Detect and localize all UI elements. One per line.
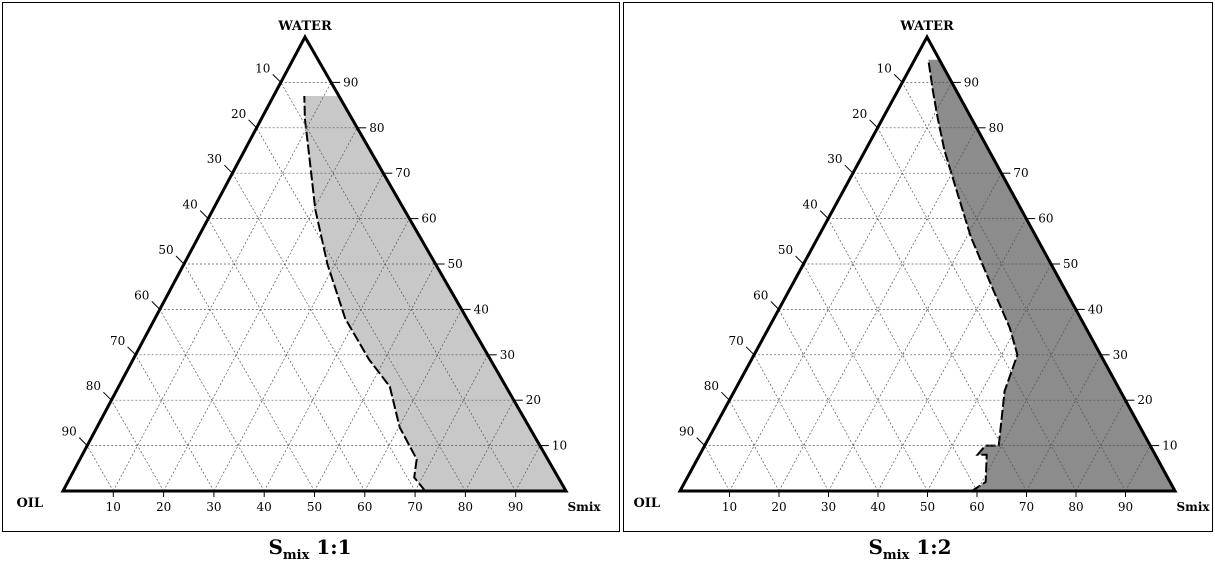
right-tick-label: 90 <box>343 75 358 89</box>
phase-boundary <box>927 59 1019 492</box>
bottom-tick-label: 90 <box>508 500 523 514</box>
vertex-label-oil: OIL <box>16 496 43 511</box>
bottom-tick-label: 70 <box>1019 500 1034 514</box>
left-tick-label: 60 <box>134 288 149 302</box>
right-tick-label: 10 <box>1162 439 1177 453</box>
bottom-tick-label: 10 <box>722 500 737 514</box>
right-tick-label: 10 <box>552 439 567 453</box>
left-tick-label: 70 <box>728 334 743 348</box>
right-tick-label: 50 <box>1063 257 1078 271</box>
vertex-label-smix: Smix <box>1176 500 1210 514</box>
bottom-tick-label: 20 <box>156 500 171 514</box>
right-tick-label: 30 <box>1113 348 1128 362</box>
bottom-tick-label: 50 <box>920 500 935 514</box>
microemulsion-region <box>928 59 1175 491</box>
left-tick-label: 50 <box>778 243 793 257</box>
bottom-tick-label: 60 <box>357 500 372 514</box>
left-tick-label: 50 <box>158 243 173 257</box>
right-tick-label: 60 <box>1038 212 1053 226</box>
left-tick-label: 10 <box>877 61 892 75</box>
bottom-tick-label: 30 <box>206 500 221 514</box>
bottom-tick-label: 80 <box>458 500 473 514</box>
bottom-tick-label: 10 <box>106 500 121 514</box>
grid-lines <box>86 82 541 492</box>
bottom-tick-label: 30 <box>821 500 836 514</box>
vertex-label-water: WATER <box>277 19 332 34</box>
ternary-diagram-1: 10 20 30 40 50 60 70 80 90 90 80 70 60 50 40 30 20 10 10 20… <box>16 19 601 514</box>
bottom-tick-label: 40 <box>257 500 272 514</box>
left-tick-label: 90 <box>62 425 77 439</box>
bottom-tick-label: 40 <box>870 500 885 514</box>
ternary-diagram-2: 10 20 30 40 50 60 70 80 90 90 80 70 60 50 40 30 20 10 10 20… <box>633 19 1210 514</box>
bottom-tick-label: 80 <box>1068 500 1083 514</box>
grid-lines <box>704 82 1151 492</box>
microemulsion-region <box>304 96 566 491</box>
right-tick-label: 70 <box>1013 166 1028 180</box>
right-tick-label: 40 <box>474 302 489 316</box>
right-tick-label: 20 <box>1137 393 1152 407</box>
left-tick-label: 20 <box>231 107 246 121</box>
left-tick-label: 60 <box>753 288 768 302</box>
left-tick-label: 30 <box>207 152 222 166</box>
bottom-tick-label: 20 <box>771 500 786 514</box>
phase-boundary <box>303 95 426 492</box>
left-tick-label: 70 <box>110 334 125 348</box>
vertex-label-smix: Smix <box>567 500 601 514</box>
vertex-label-water: WATER <box>899 19 954 34</box>
left-tick-label: 20 <box>852 107 867 121</box>
left-tick-label: 80 <box>86 379 101 393</box>
left-tick-label: 80 <box>704 379 719 393</box>
right-tick-label: 50 <box>448 257 463 271</box>
caption-smix-1-1: Smix 1:1 <box>268 535 352 563</box>
vertex-label-oil: OIL <box>633 496 660 511</box>
right-tick-label: 80 <box>989 121 1004 135</box>
left-tick-label: 90 <box>679 425 694 439</box>
left-tick-label: 40 <box>183 198 198 212</box>
left-tick-label: 30 <box>827 152 842 166</box>
bottom-tick-label: 70 <box>407 500 422 514</box>
right-tick-label: 40 <box>1088 302 1103 316</box>
left-tick-label: 40 <box>803 198 818 212</box>
right-tick-label: 20 <box>526 393 541 407</box>
right-tick-label: 90 <box>964 75 979 89</box>
right-tick-label: 70 <box>395 166 410 180</box>
bottom-tick-label: 90 <box>1118 500 1133 514</box>
right-tick-label: 30 <box>500 348 515 362</box>
caption-smix-1-2: Smix 1:2 <box>868 535 952 563</box>
bottom-tick-label: 50 <box>307 500 322 514</box>
bottom-tick-label: 60 <box>969 500 984 514</box>
left-tick-label: 10 <box>255 61 270 75</box>
right-tick-label: 60 <box>421 212 436 226</box>
right-tick-label: 80 <box>369 121 384 135</box>
